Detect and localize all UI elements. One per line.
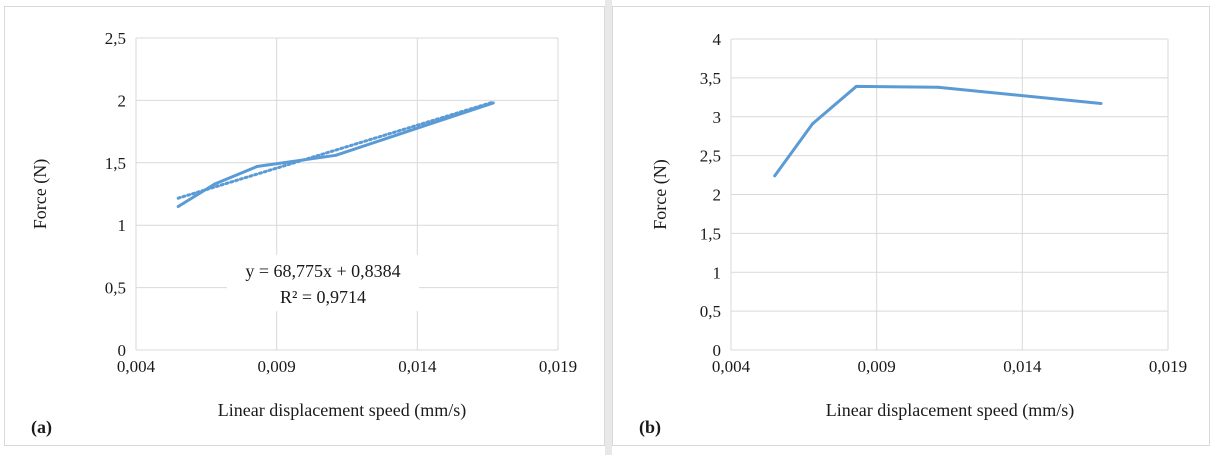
chart-a-x-tick-label: 0,014 [398,357,437,376]
chart-b-y-tick-label: 0 [713,341,722,360]
chart-a-data-point [177,205,180,208]
chart-b-data-point [773,174,776,177]
chart-a-data-point [213,183,216,186]
chart-b-series-line [775,86,1101,175]
chart-b-data-point [855,85,858,88]
chart-a-y-tick-label: 1 [118,216,127,235]
chart-panel-b: 0,004 0,009 0,014 0,019 0 0,5 1 1,5 2 2,5 3 3,5 4 For… [612,6,1210,446]
chart-a-y-tick-label: 2 [118,91,127,110]
chart-b-panel-label: (b) [639,417,661,438]
chart-a-x-tick-label: 0,019 [539,357,577,376]
chart-b-x-tick-label: 0,009 [858,357,896,376]
chart-b-y-tick-label: 4 [713,30,722,49]
chart-a-panel-label: (a) [31,417,52,438]
chart-b-y-tick-label: 1,5 [700,224,721,243]
chart-panel-a: 0,004 0,009 0,014 0,019 0 0,5 1 1,5 2 2,5 y = 68,7… [4,6,605,446]
chart-b-data-point [811,122,814,125]
chart-b-y-tick-label: 2 [713,186,722,205]
chart-b-y-tick-label: 0,5 [700,302,721,321]
chart-a-data-point [492,101,495,104]
chart-b-x-axis-title: Linear displacement speed (mm/s) [826,400,1074,421]
chart-b-data-point [936,86,939,89]
chart-a-trendline-r2: R² = 0,9714 [280,287,366,307]
chart-a-y-tick-label: 0 [118,341,127,360]
chart-b-y-tick-label: 3,5 [700,69,721,88]
chart-b: 0,004 0,009 0,014 0,01900,511,522,533,54For… [613,7,1211,447]
chart-b-data-point [1099,102,1102,105]
chart-a-x-tick-label: 0,009 [258,357,296,376]
chart-a-y-tick-label: 1,5 [105,154,126,173]
chart-b-y-tick-label: 3 [713,108,722,127]
chart-a-trendline-equation: y = 68,775x + 0,8384 [245,261,400,281]
chart-a-y-tick-label: 0,5 [105,279,126,298]
chart-b-y-tick-label: 2,5 [700,147,721,166]
chart-a-y-tick-label: 2,5 [105,29,126,48]
chart-a-data-point [255,165,258,168]
chart-b-y-tick-label: 1 [713,263,722,282]
panel-divider [605,0,612,455]
chart-a-trendline [178,102,493,198]
chart-b-x-tick-label: 0,019 [1149,357,1187,376]
chart-b-y-axis-title: Force (N) [650,159,671,229]
chart-a-x-axis-title: Linear displacement speed (mm/s) [218,400,466,421]
chart-a-y-axis-title: Force (N) [30,159,51,229]
chart-a-data-point [334,154,337,157]
chart-b-x-tick-label: 0,014 [1003,357,1042,376]
